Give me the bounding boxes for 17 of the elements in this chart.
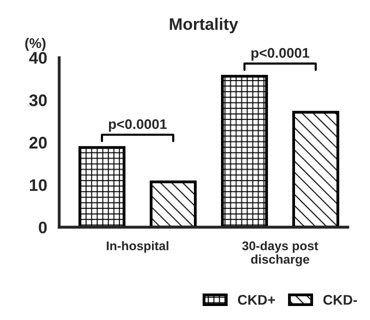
bar (150, 180, 197, 228)
y-tick-label: 10 (30, 179, 47, 192)
bar (220, 74, 268, 228)
bar (78, 146, 126, 228)
y-tick-label: 30 (29, 94, 47, 106)
y-tick-label: 0 (38, 222, 47, 234)
y-axis-title: (%) (25, 38, 46, 51)
annotation: p<0.0001 (251, 48, 310, 61)
x-tick-label: In-hospital (106, 241, 168, 253)
bar (292, 110, 340, 228)
annotation: p<0.0001 (108, 119, 167, 132)
legend-label: CKD+ (238, 294, 275, 305)
y-tick-label: 20 (29, 136, 47, 149)
x-tick-label: 30-days post discharge (242, 241, 318, 266)
legend-label: CKD- (323, 294, 357, 305)
y-tick-label: 40 (29, 52, 47, 64)
chart-title: Mortality (170, 18, 238, 34)
